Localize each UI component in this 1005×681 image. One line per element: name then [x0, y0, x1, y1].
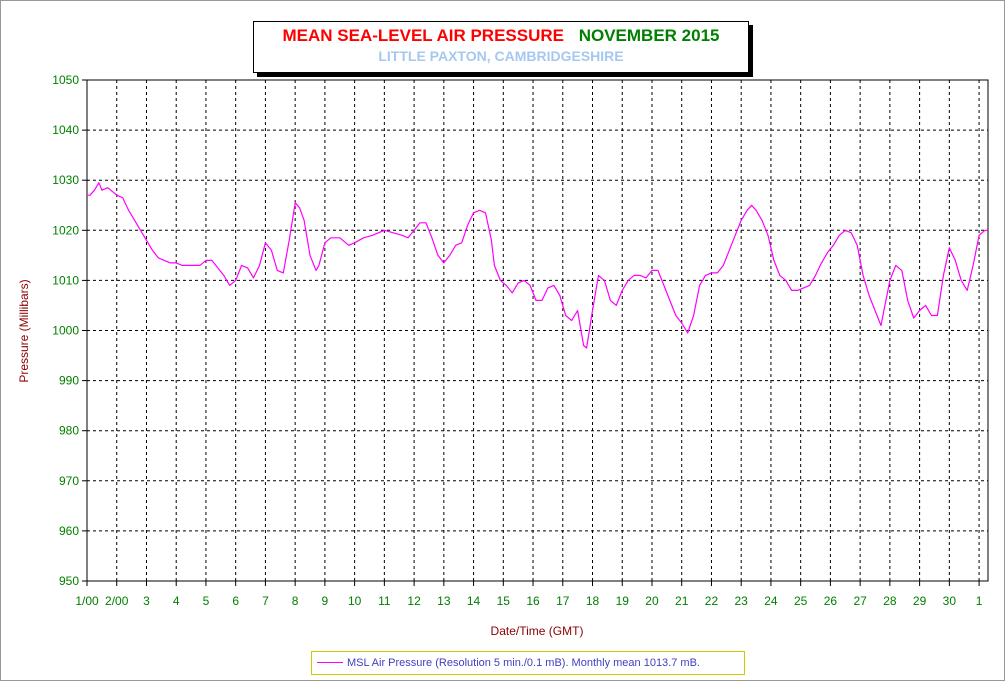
- x-tick-label: 15: [497, 594, 511, 608]
- x-tick-label: 11: [378, 594, 391, 608]
- chart-subtitle: LITTLE PAXTON, CAMBRIDGESHIRE: [378, 48, 624, 64]
- x-tick-label: 27: [853, 594, 867, 608]
- x-tick-label: 8: [292, 594, 299, 608]
- x-tick-label: 9: [322, 594, 329, 608]
- x-tick-label: 2/00: [105, 594, 129, 608]
- y-tick-label: 970: [59, 474, 79, 488]
- x-tick-label: 7: [262, 594, 269, 608]
- axis-ticks: 1050104010301020101010009909809709609501…: [52, 73, 982, 608]
- x-tick-label: 4: [173, 594, 180, 608]
- y-tick-label: 960: [59, 524, 79, 538]
- y-tick-label: 990: [59, 374, 79, 388]
- chart-title: MEAN SEA-LEVEL AIR PRESSURE: [282, 26, 564, 45]
- x-axis-title: Date/Time (GMT): [491, 624, 584, 638]
- x-tick-label: 20: [645, 594, 659, 608]
- x-tick-label: 6: [232, 594, 239, 608]
- y-tick-label: 1040: [52, 123, 79, 137]
- legend-swatch: [317, 661, 343, 663]
- x-tick-label: 14: [467, 594, 481, 608]
- y-tick-label: 1030: [52, 173, 79, 187]
- y-axis-title: Pressure (Millibars): [17, 279, 31, 382]
- x-tick-label: 13: [437, 594, 451, 608]
- legend-label: MSL Air Pressure (Resolution 5 min./0.1 …: [347, 657, 700, 669]
- y-tick-label: 950: [59, 574, 79, 588]
- series-layer: [87, 182, 988, 349]
- x-tick-label: 17: [556, 594, 570, 608]
- grid-lines: [87, 80, 988, 581]
- x-tick-label: 19: [616, 594, 630, 608]
- x-tick-label: 23: [735, 594, 749, 608]
- x-tick-label: 21: [675, 594, 689, 608]
- x-tick-label: 30: [943, 594, 957, 608]
- series-line-msl-pressure: [87, 182, 988, 349]
- x-tick-label: 12: [407, 594, 421, 608]
- x-tick-label: 10: [348, 594, 362, 608]
- x-tick-label: 1: [976, 594, 983, 608]
- chart-title-month: NOVEMBER 2015: [578, 26, 720, 45]
- legend: MSL Air Pressure (Resolution 5 min./0.1 …: [311, 651, 745, 675]
- x-tick-label: 29: [913, 594, 927, 608]
- x-tick-label: 3: [143, 594, 150, 608]
- x-tick-label: 22: [705, 594, 719, 608]
- x-tick-label: 5: [203, 594, 210, 608]
- x-tick-label: 18: [586, 594, 600, 608]
- x-tick-label: 25: [794, 594, 808, 608]
- y-tick-label: 1000: [52, 324, 79, 338]
- x-tick-label: 24: [764, 594, 778, 608]
- title-line: MEAN SEA-LEVEL AIR PRESSURE NOVEMBER 201…: [254, 26, 748, 46]
- y-tick-label: 1010: [52, 273, 79, 287]
- x-tick-label: 28: [883, 594, 897, 608]
- x-tick-label: 26: [824, 594, 838, 608]
- y-tick-label: 1020: [52, 223, 79, 237]
- y-tick-label: 980: [59, 424, 79, 438]
- x-tick-label: 16: [526, 594, 540, 608]
- y-tick-label: 1050: [52, 73, 79, 87]
- title-box: MEAN SEA-LEVEL AIR PRESSURE NOVEMBER 201…: [253, 21, 749, 73]
- x-tick-label: 1/00: [75, 594, 99, 608]
